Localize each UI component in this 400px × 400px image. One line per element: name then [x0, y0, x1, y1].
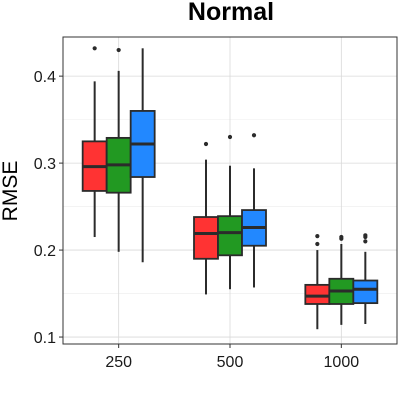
box-group: [352, 233, 379, 324]
box: [193, 216, 219, 260]
y-tick-label: 0.4: [34, 69, 56, 86]
outlier-point: [363, 233, 368, 238]
x-tick-label: 500: [217, 354, 244, 371]
box-group: [193, 141, 219, 295]
box: [352, 279, 379, 305]
outlier-point: [203, 141, 209, 147]
box-group: [304, 234, 331, 330]
y-tick-label: 0.3: [34, 156, 56, 173]
box-group: [241, 133, 267, 288]
x-tick-label: 1000: [324, 354, 360, 371]
outlier-point: [251, 133, 257, 138]
box-group: [328, 234, 355, 325]
box-group: [217, 134, 243, 290]
box-group: [129, 48, 156, 263]
chart-title: Normal: [188, 0, 274, 26]
box-group: [81, 46, 108, 238]
y-tick-label: 0.1: [34, 330, 56, 347]
outlier-point: [227, 134, 233, 140]
box-group: [105, 47, 132, 252]
outlier-point: [363, 239, 368, 244]
box: [304, 283, 331, 305]
outlier-point: [339, 234, 344, 240]
outlier-point: [92, 46, 97, 51]
box: [217, 215, 243, 257]
x-tick-label: 250: [105, 354, 132, 371]
outlier-point: [116, 47, 121, 53]
outlier-point: [315, 234, 320, 239]
outlier-point: [315, 241, 320, 247]
y-tick-label: 0.2: [34, 243, 56, 260]
axes: 0.1 0.2 0.3 0.4 250 500 1000: [34, 69, 359, 371]
y-axis-label: RMSE: [0, 161, 22, 222]
boxes: [81, 46, 379, 330]
